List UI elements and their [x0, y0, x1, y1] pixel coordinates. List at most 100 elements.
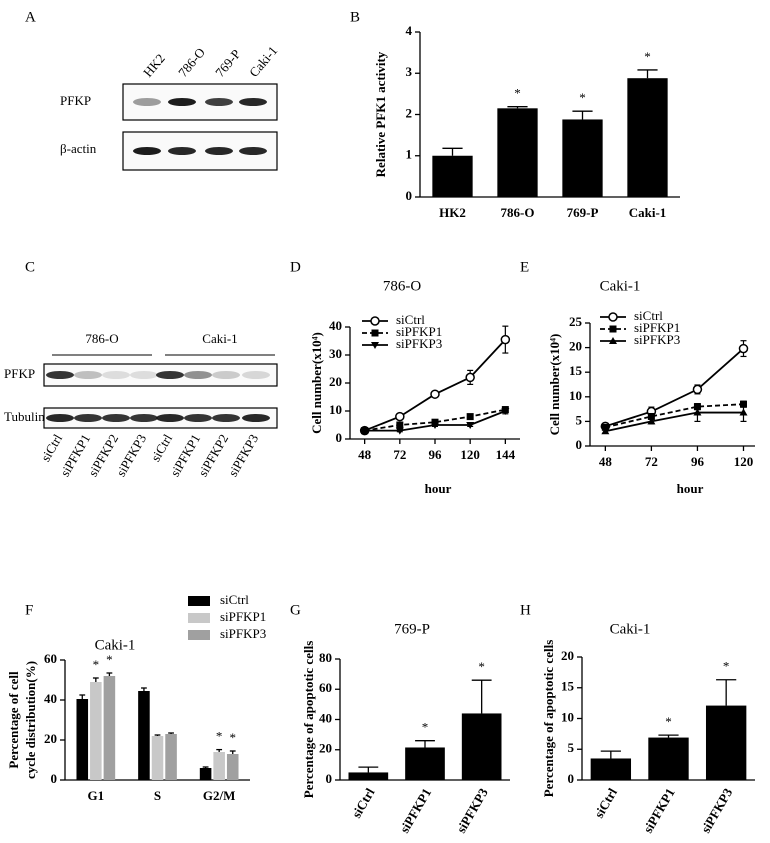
legend-swatch	[188, 630, 210, 640]
blot-band	[133, 147, 161, 155]
marker	[430, 389, 440, 399]
series-line	[605, 403, 744, 429]
x-tick-label: siPFKP1	[640, 785, 678, 835]
panel-label: B	[350, 9, 360, 25]
y-tick-label: 40	[329, 318, 342, 333]
legend-marker	[370, 316, 380, 326]
blot-c: C 786-O Caki-1 PFKP Tubulin	[4, 259, 275, 424]
bar	[348, 772, 389, 780]
y-tick-label: 20	[329, 374, 342, 389]
bar	[165, 734, 177, 780]
significance: *	[723, 659, 730, 674]
marker	[500, 334, 511, 345]
y-axis-label: Percentage of cell	[6, 671, 21, 769]
y-tick-label: 20	[569, 339, 582, 354]
marker	[647, 412, 655, 420]
y-tick-label: 0	[51, 771, 58, 786]
marker	[501, 408, 510, 415]
y-tick-label: 3	[406, 64, 413, 79]
blot-band	[239, 98, 267, 106]
x-tick-label: 72	[393, 447, 406, 462]
bar	[461, 713, 502, 780]
legend-label: siPFKP1	[220, 609, 266, 624]
row-label: PFKP	[4, 366, 35, 381]
significance: *	[514, 86, 521, 101]
series-line	[364, 338, 507, 432]
y-tick-label: 80	[319, 650, 332, 665]
blot-band	[239, 147, 267, 155]
bar	[627, 78, 668, 197]
legend-marker	[609, 325, 617, 333]
y-tick-label: 60	[44, 651, 57, 666]
blot-band	[184, 371, 212, 379]
significance: *	[644, 49, 651, 64]
marker	[431, 422, 439, 429]
blot-band	[212, 371, 240, 379]
x-tick-label: 48	[358, 447, 372, 462]
lane-label: 769-P	[212, 46, 243, 79]
legend-swatch	[188, 596, 210, 606]
x-tick-label: G2/M	[203, 788, 236, 803]
y-axis-label: Cell number(x10⁴)	[309, 332, 324, 434]
panel-label: C	[25, 259, 35, 275]
bar	[226, 754, 239, 780]
marker	[466, 422, 475, 429]
bar	[705, 705, 747, 780]
y-axis-label: Cell number(x10⁴)	[547, 334, 562, 436]
y-tick-label: 0	[568, 771, 575, 786]
y-tick-label: 0	[326, 771, 333, 786]
lane-label: siCtrl	[148, 431, 176, 464]
y-tick-label: 40	[319, 710, 332, 725]
marker	[647, 417, 656, 425]
x-tick-label: siCtrl	[591, 785, 620, 820]
bar	[138, 691, 150, 780]
chart-title: Caki-1	[610, 621, 651, 637]
blot-band	[205, 147, 233, 155]
chart-title: Caki-1	[600, 278, 641, 294]
marker	[465, 372, 475, 383]
y-tick-label: 0	[336, 430, 343, 445]
panel-label: A	[25, 9, 36, 25]
x-tick-label: S	[154, 788, 161, 803]
x-tick-label: 120	[734, 454, 754, 469]
y-tick-label: 2	[406, 105, 413, 120]
significance: *	[93, 657, 100, 672]
y-axis-label: cycle distribution(%)	[23, 661, 38, 779]
x-tick-label: 96	[691, 454, 705, 469]
chart-panel: H Caki-1 Percentage of apoptotic cells 0 5 10…	[520, 602, 755, 836]
significance: *	[229, 730, 236, 745]
y-tick-label: 4	[406, 23, 413, 38]
significance: *	[216, 729, 223, 744]
x-tick-label: G1	[88, 788, 105, 803]
blot-band	[130, 371, 158, 379]
x-tick-label: 144	[496, 447, 516, 462]
x-tick-label: siPFKP1	[397, 785, 435, 835]
marker	[739, 408, 748, 416]
marker	[396, 421, 404, 429]
y-tick-label: 20	[319, 741, 332, 756]
lane-label: HK2	[140, 51, 168, 80]
bar	[76, 699, 89, 780]
blot-band	[130, 414, 158, 422]
blot-band	[74, 371, 102, 379]
bar	[90, 682, 102, 780]
blot-band	[102, 414, 130, 422]
panel-label: F	[25, 602, 33, 618]
blot-band	[205, 98, 233, 106]
chart-panel: F Caki-1 Percentage of cell cycle distribut…	[6, 592, 266, 803]
legend-label: siCtrl	[396, 312, 425, 327]
blot-band	[168, 98, 196, 106]
y-axis-label: Percentage of apoptotic cells	[301, 641, 316, 799]
significance: *	[478, 659, 485, 674]
bar	[648, 737, 689, 780]
x-tick-label: HK2	[439, 205, 466, 220]
y-tick-label: 25	[569, 314, 583, 329]
y-tick-label: 15	[561, 679, 575, 694]
significance: *	[579, 90, 586, 105]
x-tick-label: siPFKP3	[698, 785, 736, 835]
lane-label: Caki-1	[246, 43, 280, 80]
panel-label: G	[290, 602, 301, 618]
blot-band	[46, 371, 74, 379]
x-tick-label: 769-P	[567, 205, 599, 220]
y-tick-label: 0	[576, 437, 583, 452]
